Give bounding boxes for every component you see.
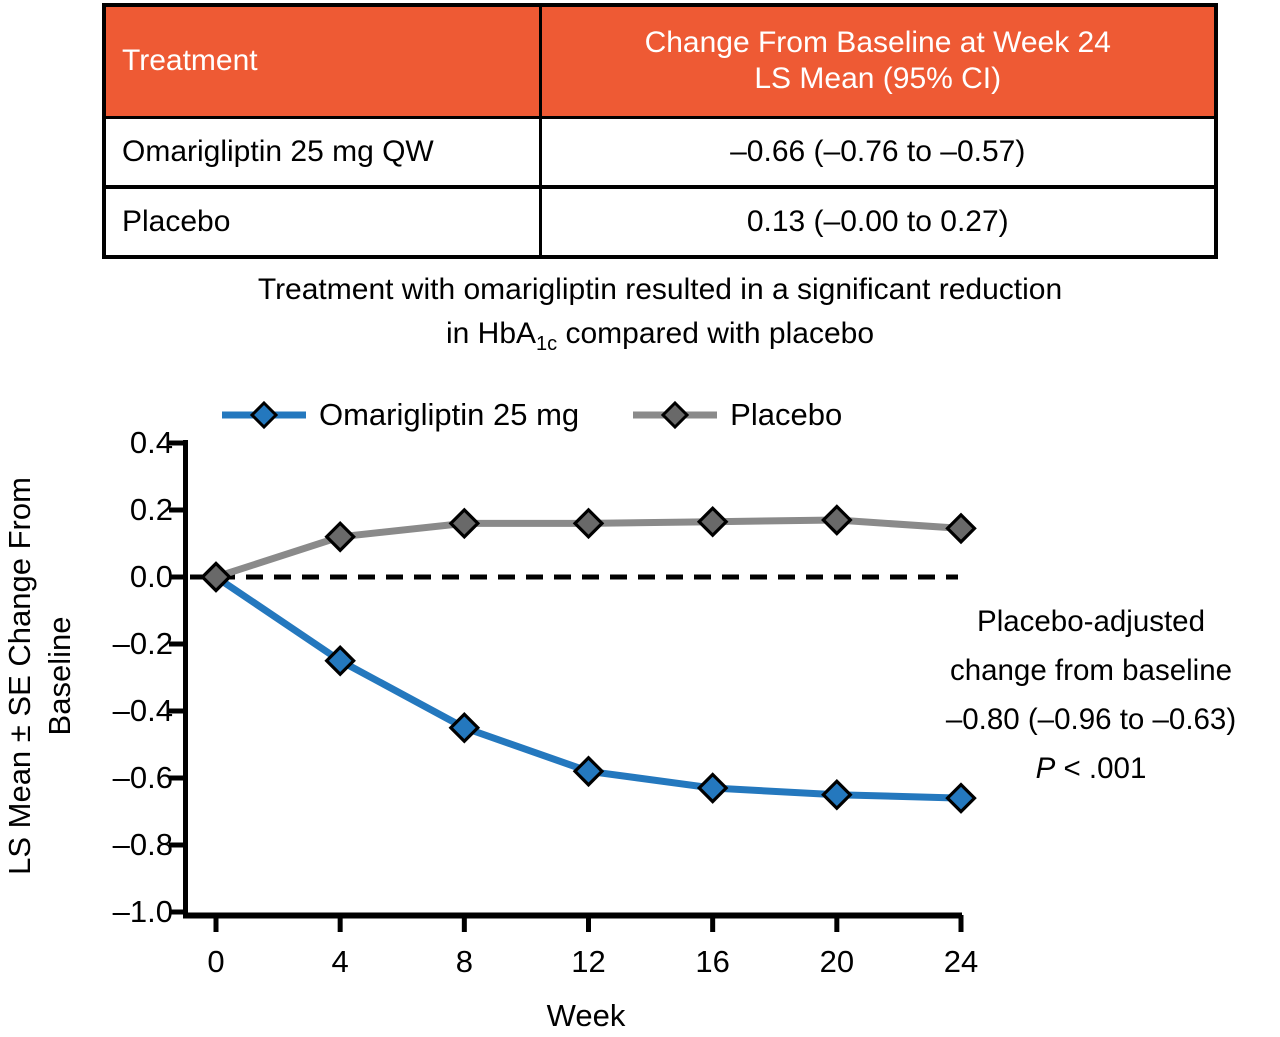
table-header-treatment-label: Treatment <box>122 44 258 78</box>
legend-item-1: Placebo <box>633 397 842 433</box>
x-tick-label: 20 <box>819 944 855 979</box>
x-tick-label: 24 <box>943 944 979 979</box>
table-row: Omarigliptin 25 mg QW –0.66 (–0.76 to –0… <box>102 115 1218 189</box>
table-header-change-line2: LS Mean (95% CI) <box>754 62 1002 96</box>
table-cell-treatment: Placebo <box>102 185 542 259</box>
annotation-pvalue: P < .001 <box>1035 752 1147 785</box>
chart-svg <box>169 440 977 932</box>
data-point-marker <box>448 507 481 540</box>
legend-label: Placebo <box>730 397 843 432</box>
table-header-change: Change From Baseline at Week 24 LS Mean … <box>538 3 1218 119</box>
y-tick-label: –0.4 <box>112 693 173 728</box>
placebo-adjusted-annotation: Placebo-adjusted change from baseline –0… <box>900 597 1280 793</box>
caption-line1: Treatment with omarigliptin resulted in … <box>257 273 1063 306</box>
table-header-treatment: Treatment <box>102 3 542 119</box>
annotation-line1: Placebo-adjusted <box>977 605 1205 638</box>
y-tick-label: –0.6 <box>112 760 173 795</box>
x-tick-label: 12 <box>571 944 606 979</box>
x-tick-label: 8 <box>455 944 473 979</box>
table-cell-value: 0.13 (–0.00 to 0.27) <box>538 185 1218 259</box>
table-cell-value: –0.66 (–0.76 to –0.57) <box>538 115 1218 189</box>
x-axis-title: Week <box>546 998 626 1033</box>
summary-table: Treatment Change From Baseline at Week 2… <box>102 3 1218 259</box>
data-point-marker <box>945 782 977 814</box>
annotation-line3: –0.80 (–0.96 to –0.63) <box>945 703 1237 736</box>
data-point-marker <box>448 711 481 744</box>
data-point-marker <box>821 504 853 536</box>
legend-item-0: Omarigliptin 25 mg <box>222 397 579 433</box>
y-tick-label: –0.2 <box>112 626 173 661</box>
table-header-change-line1: Change From Baseline at Week 24 <box>644 26 1111 60</box>
data-point-marker <box>572 755 605 788</box>
hba1c-subscript: 1c <box>536 333 558 355</box>
data-point-marker <box>821 778 853 811</box>
p-symbol: P <box>1035 752 1056 785</box>
data-point-marker <box>696 772 729 804</box>
data-point-marker <box>324 521 356 553</box>
table-header-row: Treatment Change From Baseline at Week 2… <box>102 3 1218 119</box>
data-point-marker <box>696 505 729 538</box>
x-tick-label: 4 <box>331 944 349 979</box>
table-row: Placebo 0.13 (–0.00 to 0.27) <box>102 185 1218 259</box>
table-cell-treatment: Omarigliptin 25 mg QW <box>102 115 542 189</box>
x-tick-label: 16 <box>695 944 730 979</box>
x-tick-label: 0 <box>207 944 225 979</box>
data-point-marker <box>200 561 232 593</box>
chart-legend: Omarigliptin 25 mg Placebo <box>222 394 842 436</box>
figure-caption: Treatment with omarigliptin resulted in … <box>20 268 1280 359</box>
legend-label: Omarigliptin 25 mg <box>319 397 580 432</box>
y-tick-label: 0.4 <box>129 425 173 460</box>
y-tick-label: 0.2 <box>129 492 173 527</box>
legend-swatch-icon <box>633 400 718 430</box>
data-point-marker <box>324 644 356 677</box>
data-point-marker <box>945 512 977 545</box>
y-tick-label: 0.0 <box>129 559 173 594</box>
annotation-line2: change from baseline <box>949 654 1233 687</box>
y-tick-label: –0.8 <box>112 827 173 862</box>
y-tick-label: –1.0 <box>112 894 173 929</box>
caption-line2: in HbA1c compared with placebo <box>445 317 875 355</box>
legend-swatch-icon <box>222 400 306 430</box>
data-point-marker <box>572 507 605 540</box>
